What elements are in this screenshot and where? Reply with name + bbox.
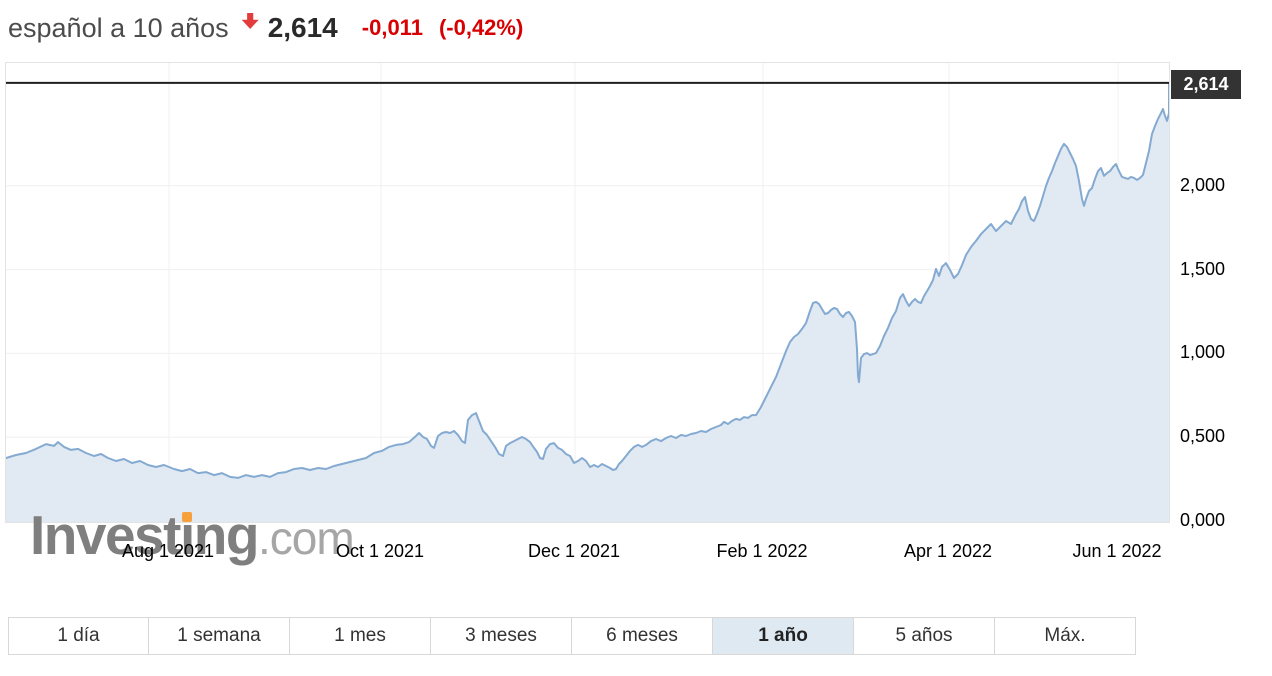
y-axis-label: 1,000 xyxy=(1180,342,1226,363)
current-price-badge: 2,614 xyxy=(1171,70,1241,99)
chart-line-layer xyxy=(6,81,1169,479)
instrument-title: español a 10 años xyxy=(8,12,229,43)
last-price: 2,614 xyxy=(267,12,338,43)
price-change: -0,011 xyxy=(361,15,423,40)
y-axis-label: 2,000 xyxy=(1180,174,1226,195)
x-axis-label: Jun 1 2022 xyxy=(1072,541,1162,561)
y-axis-label: 0,500 xyxy=(1180,426,1226,447)
instrument-header: español a 10 años 2,614 -0,011 (-0,42%) xyxy=(8,6,523,50)
range-button-3-meses[interactable]: 3 meses xyxy=(431,617,572,655)
range-button-6-meses[interactable]: 6 meses xyxy=(572,617,713,655)
range-button-1-semana[interactable]: 1 semana xyxy=(149,617,290,655)
range-button-1-mes[interactable]: 1 mes xyxy=(290,617,431,655)
price-change-percent: (-0,42%) xyxy=(438,15,524,40)
x-axis-label: Dec 1 2021 xyxy=(527,541,621,561)
chart-plot-area[interactable]: Invest ı ng .com xyxy=(5,62,1170,566)
price-line xyxy=(6,81,1169,479)
area-fill xyxy=(6,82,1169,522)
time-range-selector: 1 día 1 semana 1 mes 3 meses 6 meses 1 año 5 a… xyxy=(8,617,1136,655)
x-axis-label: Aug 1 2021 xyxy=(121,541,215,561)
x-axis-label: Apr 1 2022 xyxy=(903,541,993,561)
x-axis-label: Oct 1 2021 xyxy=(335,541,425,561)
chart-area-layer xyxy=(6,63,1169,522)
range-button-1-dia[interactable]: 1 día xyxy=(8,617,149,655)
arrow-down-icon xyxy=(241,13,259,29)
x-axis-label: Feb 1 2022 xyxy=(716,541,808,561)
y-axis-label: 1,500 xyxy=(1180,258,1226,279)
range-button-5-anos[interactable]: 5 años xyxy=(854,617,995,655)
range-button-max[interactable]: Máx. xyxy=(995,617,1136,655)
y-axis-label: 0,000 xyxy=(1180,510,1226,530)
range-button-1-ano[interactable]: 1 año xyxy=(713,617,854,655)
